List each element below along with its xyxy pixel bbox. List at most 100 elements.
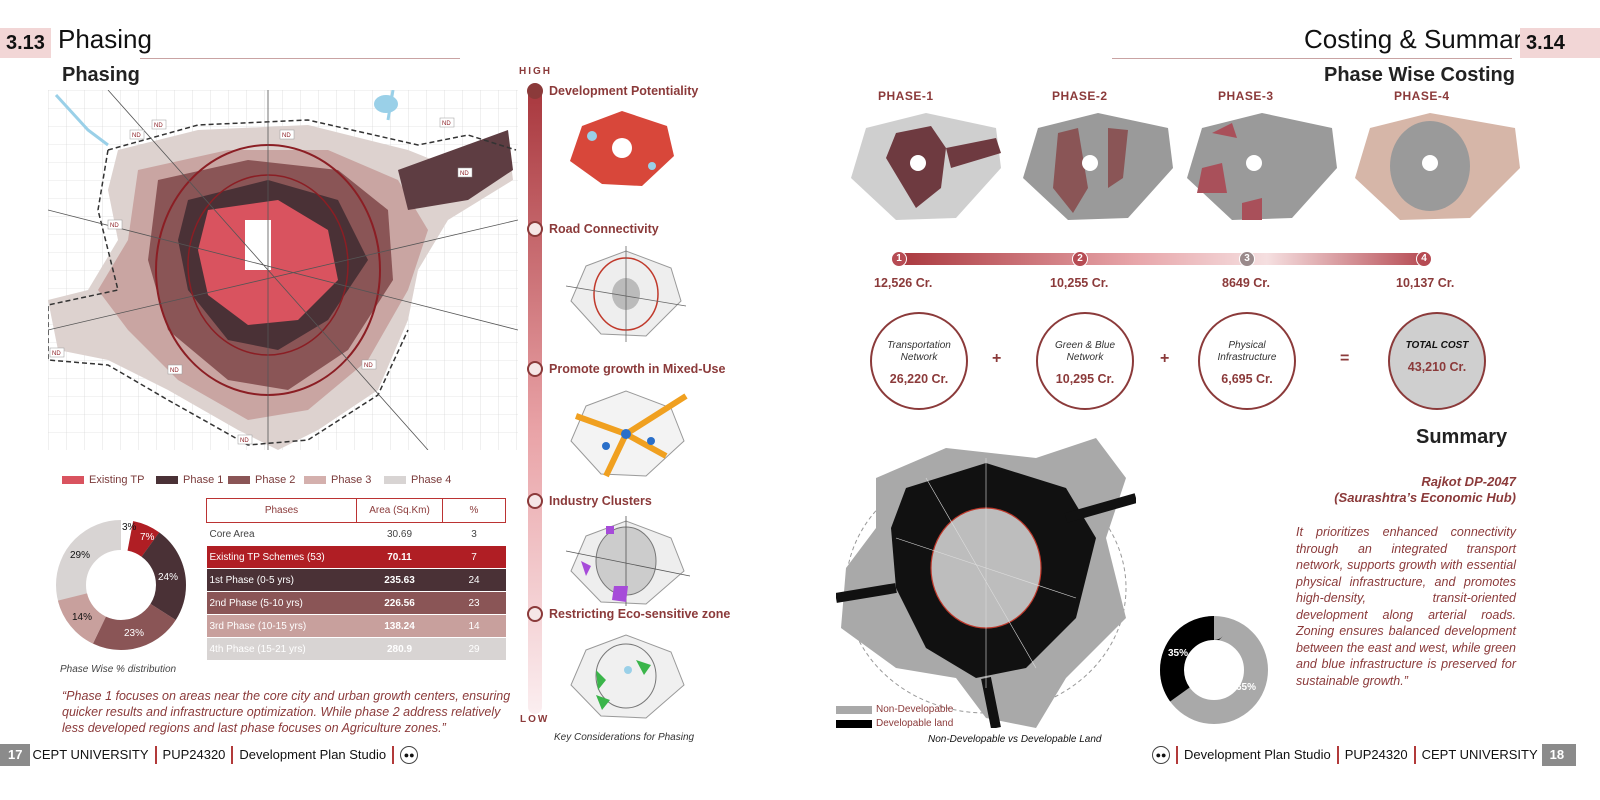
- phases-table: Phases Area (Sq.Km) % Core Area 30.69 3 Exi…: [206, 498, 506, 661]
- nd-label: ND: [364, 363, 373, 369]
- phase-cost-bar: [896, 253, 1426, 265]
- footer-separator: [1176, 746, 1178, 764]
- phase-4-cost: 10,137 Cr.: [1396, 276, 1455, 290]
- donut-label: 7%: [140, 532, 155, 543]
- nd-label: ND: [460, 171, 469, 177]
- section-number-left: 3.13: [0, 28, 51, 58]
- table-cell-phase: 2nd Phase (5-10 yrs): [206, 591, 357, 615]
- circle-value: 26,220 Cr.: [889, 372, 949, 386]
- circle-value: 43,210 Cr.: [1407, 360, 1467, 374]
- donut-label: 29%: [70, 550, 91, 561]
- table-cell-pct: 3: [442, 522, 506, 546]
- section-title-left: Phasing: [58, 24, 152, 54]
- table-cell-phase: 1st Phase (0-5 yrs): [206, 568, 357, 592]
- consideration-mixed-use: Promote growth in Mixed-Use: [549, 362, 726, 376]
- legend-phase-2: Phase 2: [228, 474, 295, 486]
- footer-course-code: PUP24320: [162, 747, 226, 762]
- header-rule-left: [140, 58, 460, 59]
- circle-label: Green & Blue Network: [1054, 340, 1116, 363]
- legend-swatch: [384, 476, 406, 484]
- phase-1-label: PHASE-1: [878, 89, 934, 103]
- legend-swatch: [228, 476, 250, 484]
- legend-swatch: [836, 705, 872, 714]
- table-cell-area: 280.9: [356, 637, 443, 661]
- nd-label: ND: [442, 121, 451, 127]
- phasing-heading: Phasing: [62, 64, 140, 86]
- table-cell-area: 70.11: [356, 545, 443, 569]
- table-header: Area (Sq.Km): [356, 498, 443, 523]
- phase-costing-heading: Phase Wise Costing: [1324, 64, 1515, 86]
- table-cell-pct: 24: [442, 568, 506, 592]
- land-donut-chart: 35% 65%: [1160, 616, 1268, 724]
- footer-separator: [392, 746, 395, 764]
- consideration-industry-clusters: Industry Clusters: [549, 494, 652, 508]
- consideration-dot: [527, 493, 543, 509]
- phase-4-label: PHASE-4: [1394, 89, 1450, 103]
- legend-label: Phase 2: [255, 474, 296, 486]
- table-cell-area: 226.56: [356, 591, 443, 615]
- consideration-dot: [527, 221, 543, 237]
- team-icon: ●●: [1152, 746, 1170, 764]
- land-suitability-map: [835, 418, 1138, 729]
- legend-swatch: [836, 719, 872, 728]
- legend-swatch: [62, 476, 84, 484]
- legend-label: Non-Developable: [876, 704, 954, 715]
- nd-label: ND: [170, 368, 179, 374]
- phase-4-map: [1350, 108, 1526, 230]
- phase-1-cost: 12,526 Cr.: [874, 276, 933, 290]
- non-developable-percent: 65%: [1236, 682, 1257, 693]
- nd-label: ND: [240, 438, 249, 444]
- table-cell-phase: 3rd Phase (10-15 yrs): [206, 614, 357, 638]
- considerations-caption: Key Considerations for Phasing: [554, 732, 695, 743]
- phase-node: 2: [1072, 251, 1088, 267]
- phase-2-label: PHASE-2: [1052, 89, 1108, 103]
- legend-non-developable: Non-Developable: [836, 704, 953, 715]
- consideration-development-potentiality: Development Potentiality: [549, 84, 699, 98]
- footer-separator: [154, 746, 157, 764]
- footer-separator: [1336, 746, 1339, 764]
- summary-title-2: (Saurashtra’s Economic Hub): [1334, 490, 1516, 505]
- equals-operator: =: [1340, 350, 1350, 367]
- table-row: 4th Phase (15-21 yrs) 280.9 29: [206, 637, 506, 661]
- circle-label: Physical Infrastructure: [1217, 340, 1277, 363]
- legend-swatch: [304, 476, 326, 484]
- table-header: Phases: [206, 498, 357, 523]
- table-cell-area: 30.69: [356, 522, 443, 546]
- footer-course-code: PUP24320: [1344, 747, 1408, 762]
- mixed-use-map: [566, 386, 690, 482]
- legend-swatch: [156, 476, 178, 484]
- phase-3-map: [1182, 108, 1342, 230]
- table-cell-area: 138.24: [356, 614, 443, 638]
- footer-separator: [231, 746, 234, 764]
- page-number: 17: [0, 744, 31, 766]
- legend-label: Phase 1: [183, 474, 224, 486]
- consideration-dot: [527, 606, 543, 622]
- total-cost-circle: TOTAL COST 43,210 Cr.: [1388, 312, 1486, 410]
- consideration-eco-sensitive: Restricting Eco-sensitive zone: [549, 607, 731, 621]
- legend-label: Existing TP: [89, 474, 145, 486]
- circle-label: Transportation Network: [887, 340, 951, 363]
- page-number: 18: [1541, 744, 1576, 766]
- table-cell-phase: Core Area: [206, 522, 357, 546]
- table-row: 2nd Phase (5-10 yrs) 226.56 23: [206, 591, 506, 615]
- donut-label: 3%: [122, 522, 137, 533]
- low-label: LOW: [520, 714, 550, 725]
- team-icon: ●●: [400, 746, 419, 764]
- table-cell-area: 235.63: [356, 568, 443, 592]
- table-cell-phase: 4th Phase (15-21 yrs): [206, 637, 357, 661]
- summary-body: It prioritizes enhanced connectivity thr…: [1296, 525, 1516, 688]
- priority-gradient-bar: [528, 86, 542, 714]
- nd-label: ND: [282, 133, 291, 139]
- table-cell-pct: 7: [442, 545, 506, 569]
- eco-sensitive-map: [566, 630, 690, 722]
- table-cell-pct: 14: [442, 614, 506, 638]
- legend-phase-4: Phase 4: [384, 474, 451, 486]
- legend-developable: Developable land: [836, 718, 953, 729]
- table-row: 3rd Phase (10-15 yrs) 138.24 14: [206, 614, 506, 638]
- legend-label: Developable land: [876, 718, 954, 729]
- circle-label: TOTAL COST: [1405, 340, 1469, 351]
- land-map-caption: Non-Developable vs Developable Land: [928, 734, 1102, 745]
- legend-phase-3: Phase 3: [304, 474, 371, 486]
- table-row: Existing TP Schemes (53) 70.11 7: [206, 545, 506, 569]
- footer-university: CEPT UNIVERSITY: [1421, 747, 1538, 762]
